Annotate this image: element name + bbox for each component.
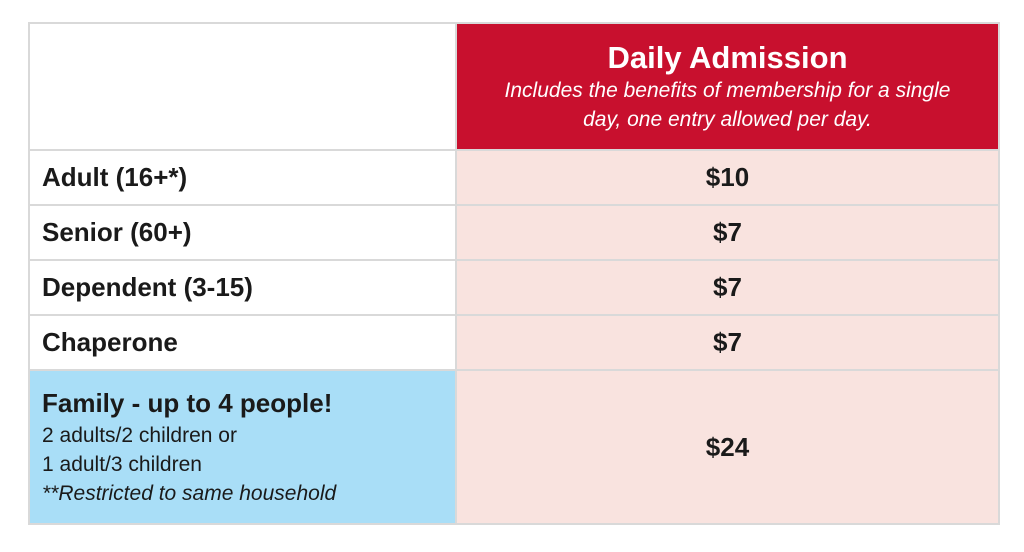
row-price-chaperone: $7 — [455, 314, 1000, 372]
admission-price-table: Daily Admission Includes the benefits of… — [28, 22, 1000, 525]
row-label-senior: Senior (60+) — [28, 203, 457, 261]
family-row: Family - up to 4 people! 2 adults/2 chil… — [28, 369, 1000, 525]
row-price-senior: $7 — [455, 203, 1000, 261]
header-title: Daily Admission — [607, 40, 848, 76]
family-line-2: 1 adult/3 children — [42, 452, 202, 476]
row-label-chaperone: Chaperone — [28, 314, 457, 372]
table-row: Dependent (3-15) $7 — [28, 258, 1000, 317]
table-row: Chaperone $7 — [28, 314, 1000, 372]
row-price-dependent: $7 — [455, 258, 1000, 317]
row-label-adult: Adult (16+*) — [28, 148, 457, 206]
header-subtitle: Includes the benefits of membership for … — [504, 79, 951, 132]
daily-admission-header: Daily Admission Includes the benefits of… — [455, 22, 1000, 151]
row-price-adult: $10 — [455, 148, 1000, 206]
family-label-cell: Family - up to 4 people! 2 adults/2 chil… — [28, 369, 457, 525]
row-label-dependent: Dependent (3-15) — [28, 258, 457, 317]
family-title: Family - up to 4 people! — [42, 387, 333, 418]
table-row: Adult (16+*) $10 — [28, 148, 1000, 206]
row-price-family: $24 — [455, 369, 1000, 525]
family-line-1: 2 adults/2 children or — [42, 423, 237, 447]
header-empty-cell — [28, 22, 457, 151]
table-header-row: Daily Admission Includes the benefits of… — [28, 22, 1000, 151]
table-row: Senior (60+) $7 — [28, 203, 1000, 261]
family-restriction-note: **Restricted to same household — [42, 481, 337, 505]
